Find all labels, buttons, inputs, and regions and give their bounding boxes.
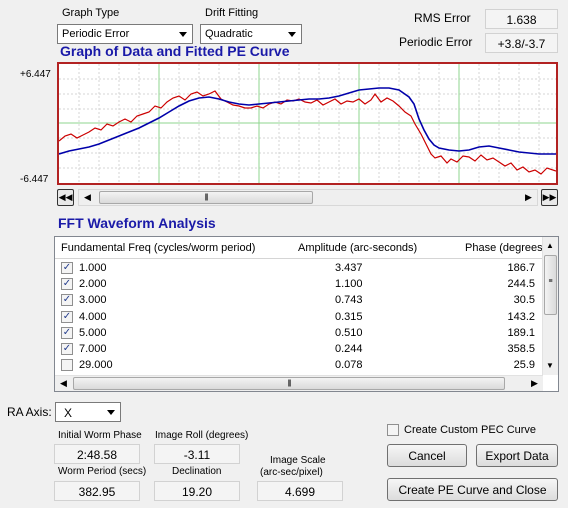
grid-minor (59, 64, 556, 183)
fft-vscrollbar[interactable]: ▲ ≡ ▼ (542, 237, 558, 375)
custom-pec-checkbox[interactable] (387, 424, 399, 436)
pe-fit-line (58, 87, 556, 155)
phase-cell: 358.5 (507, 343, 535, 355)
scroll-left-icon[interactable]: ◀ (84, 192, 91, 202)
row-checkbox[interactable]: ✓ (61, 343, 73, 355)
declination-value: 19.20 (154, 481, 240, 501)
fft-table-header: Fundamental Freq (cycles/worm period) Am… (55, 237, 547, 259)
declination-label: Declination (172, 466, 222, 477)
cancel-button[interactable]: Cancel (387, 444, 467, 467)
scroll-down-icon[interactable]: ▼ (546, 361, 554, 370)
nav-first-icon[interactable]: ◀◀ (57, 189, 74, 206)
phase-cell: 25.9 (513, 359, 535, 372)
amplitude-cell: 1.100 (335, 278, 363, 291)
y-min-label: -6.447 (20, 174, 49, 185)
row-checkbox[interactable]: ✓ (61, 310, 73, 323)
drift-fitting-label: Drift Fitting (205, 7, 259, 19)
row-checkbox[interactable]: ✓ (61, 262, 73, 274)
drift-fitting-select[interactable]: Quadratic (200, 24, 302, 44)
table-row[interactable]: ✓ 4.000 0.315 143.2 (55, 309, 543, 325)
fft-title: FFT Waveform Analysis (58, 215, 216, 231)
scroll-up-icon[interactable]: ▲ (546, 241, 554, 250)
table-row[interactable]: ✓ 5.000 0.510 189.1 (55, 325, 543, 341)
pe-graph[interactable] (57, 62, 558, 185)
create-pe-curve-button[interactable]: Create PE Curve and Close (387, 478, 558, 501)
graph-type-label: Graph Type (62, 7, 120, 19)
col-phase-header[interactable]: Phase (degrees) (465, 242, 547, 254)
periodic-error-label: Periodic Error (399, 35, 473, 49)
chevron-down-icon (179, 32, 187, 37)
ra-axis-label: RA Axis: (7, 405, 52, 419)
phase-cell: 30.5 (513, 294, 535, 307)
scroll-right-icon[interactable]: ▶ (531, 378, 538, 388)
col-amplitude-header[interactable]: Amplitude (arc-seconds) (298, 242, 418, 254)
worm-period-value: 382.95 (54, 481, 140, 501)
freq-cell: 29.000 (79, 359, 113, 372)
periodic-error-value: +3.8/-3.7 (485, 33, 558, 53)
initial-worm-phase-label: Initial Worm Phase (58, 430, 142, 441)
phase-cell: 186.7 (507, 262, 535, 274)
export-data-button[interactable]: Export Data (476, 444, 558, 467)
col-freq-header[interactable]: Fundamental Freq (cycles/worm period) (61, 242, 256, 254)
freq-cell: 3.000 (79, 294, 107, 307)
image-roll-value: -3.11 (154, 444, 240, 464)
freq-cell: 1.000 (79, 262, 107, 274)
amplitude-cell: 0.244 (335, 343, 363, 355)
pe-data-line (58, 90, 557, 175)
table-row[interactable]: ✓ 1.000 3.437 186.7 (55, 260, 543, 276)
freq-cell: 2.000 (79, 278, 107, 291)
amplitude-cell: 0.315 (335, 310, 363, 323)
graph-scrollbar[interactable]: ◀ ||| ▶ (78, 189, 538, 206)
freq-cell: 7.000 (79, 343, 107, 355)
freq-cell: 4.000 (79, 310, 107, 323)
image-scale-value: 4.699 (257, 481, 343, 501)
image-scale-label: Image Scale (270, 455, 326, 466)
phase-cell: 143.2 (507, 310, 535, 323)
grid-major (59, 64, 556, 183)
amplitude-cell: 0.743 (335, 294, 363, 307)
fft-hscrollbar[interactable]: ◀ ||| ▶ (55, 375, 543, 391)
table-row[interactable]: 29.000 0.078 25.9 (55, 357, 543, 373)
custom-pec-label: Create Custom PEC Curve (404, 424, 537, 436)
chevron-down-icon (288, 32, 296, 37)
initial-worm-phase-value: 2:48.58 (54, 444, 140, 464)
table-row[interactable]: ✓ 3.000 0.743 30.5 (55, 292, 543, 308)
row-checkbox[interactable]: ✓ (61, 326, 73, 339)
scroll-left-icon[interactable]: ◀ (60, 378, 67, 388)
table-row[interactable]: ✓ 2.000 1.100 244.5 (55, 276, 543, 292)
rms-error-label: RMS Error (414, 11, 471, 25)
freq-cell: 5.000 (79, 326, 107, 339)
image-scale-unit-label: (arc-sec/pixel) (260, 467, 323, 478)
rms-error-value: 1.638 (485, 9, 558, 29)
nav-last-icon[interactable]: ▶▶ (541, 189, 558, 206)
row-checkbox[interactable] (61, 359, 73, 372)
ra-axis-select[interactable]: X (55, 402, 121, 422)
fft-scroll-thumb[interactable]: ≡ (544, 255, 557, 315)
row-checkbox[interactable]: ✓ (61, 278, 73, 291)
graph-type-value: Periodic Error (62, 28, 130, 40)
y-max-label: +6.447 (20, 69, 51, 80)
row-checkbox[interactable]: ✓ (61, 294, 73, 307)
pe-graph-canvas (58, 64, 557, 183)
ra-axis-value: X (64, 406, 73, 420)
table-row[interactable]: ✓ 7.000 0.244 358.5 (55, 341, 543, 357)
fft-hscroll-thumb[interactable]: ||| (73, 377, 505, 390)
graph-type-select[interactable]: Periodic Error (57, 24, 193, 44)
amplitude-cell: 3.437 (335, 262, 363, 274)
image-roll-label: Image Roll (degrees) (155, 430, 249, 441)
amplitude-cell: 0.510 (335, 326, 363, 339)
fft-table[interactable]: Fundamental Freq (cycles/worm period) Am… (54, 236, 559, 392)
amplitude-cell: 0.078 (335, 359, 363, 372)
worm-period-label: Worm Period (secs) (58, 466, 147, 477)
graph-scroll-thumb[interactable]: ||| (99, 191, 313, 204)
drift-fitting-value: Quadratic (205, 28, 253, 40)
phase-cell: 189.1 (507, 326, 535, 339)
scroll-right-icon[interactable]: ▶ (525, 192, 532, 202)
graph-title: Graph of Data and Fitted PE Curve (60, 43, 290, 59)
phase-cell: 244.5 (507, 278, 535, 291)
chevron-down-icon (107, 410, 115, 415)
